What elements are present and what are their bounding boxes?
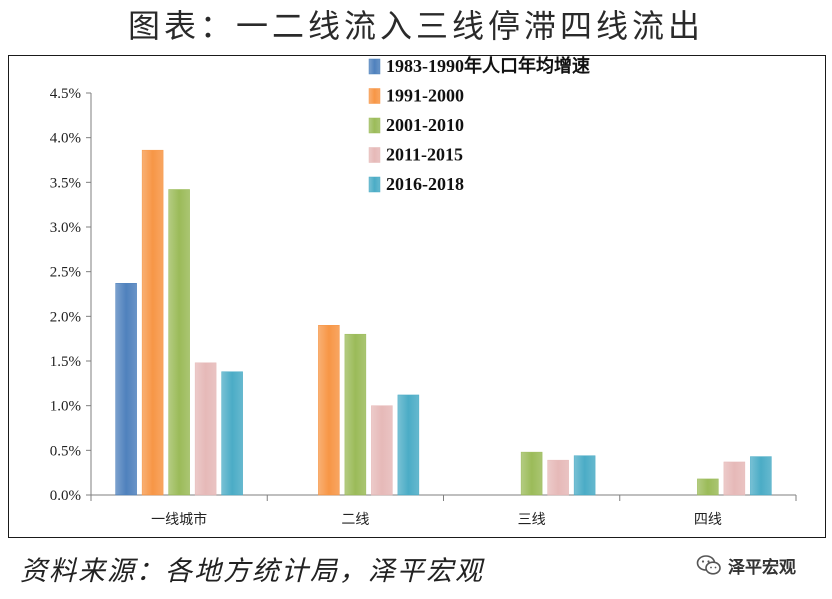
bar <box>573 455 596 496</box>
bar <box>547 459 569 496</box>
bar <box>318 325 340 496</box>
bar <box>697 478 719 496</box>
chart-frame <box>8 55 826 538</box>
x-tick-label: 二线 <box>341 512 369 528</box>
x-tick-label: 一线城市 <box>151 511 207 528</box>
y-tick-label: 0.5% <box>50 443 81 459</box>
bar <box>115 283 137 496</box>
bar <box>141 149 164 496</box>
legend-label: 1991-2000 <box>386 86 464 106</box>
legend-swatch <box>368 88 381 104</box>
x-tick-label: 三线 <box>518 512 546 528</box>
bar <box>750 456 772 496</box>
y-tick-label: 0.0% <box>50 488 81 504</box>
brand: 泽平宏观 <box>696 552 796 578</box>
bars <box>115 149 772 496</box>
bar <box>221 371 243 496</box>
legend-swatch <box>368 117 381 134</box>
wechat-icon <box>696 555 721 575</box>
y-tick-label: 1.5% <box>50 354 81 370</box>
bar <box>520 451 543 496</box>
axes: 0.0% 0.5% 1.0% 1.5% 2.0% 2.5% 3.0% 3.5% 4.0% 4.5%… <box>50 86 797 528</box>
y-tick-label: 4.5% <box>50 86 81 102</box>
legend-label: 2016-2018 <box>386 174 464 194</box>
legend-swatch <box>368 58 381 75</box>
x-tick-label: 四线 <box>694 512 722 528</box>
bar <box>194 362 217 496</box>
y-tick-label: 3.5% <box>50 175 81 191</box>
legend: 1983-1990年人口年均增速 1991-2000 2001-2010 2011-2… <box>368 55 590 194</box>
y-tick-label: 2.5% <box>50 265 81 281</box>
chart-title: 图表：一二线流入三线停滞四线流出 <box>127 7 704 45</box>
source-note: 资料来源：各地方统计局，泽平宏观 <box>20 556 484 587</box>
legend-swatch <box>368 176 381 193</box>
legend-label: 2011-2015 <box>386 145 463 165</box>
bar <box>168 189 190 496</box>
y-tick-label: 3.0% <box>50 220 81 236</box>
bar <box>723 461 746 496</box>
legend-label: 1983-1990年人口年均增速 <box>386 55 590 76</box>
bar <box>371 405 393 496</box>
bar <box>344 333 367 496</box>
bar <box>397 394 420 496</box>
y-tick-label: 1.0% <box>50 399 81 415</box>
legend-swatch <box>368 147 381 163</box>
brand-name: 泽平宏观 <box>728 557 796 578</box>
y-tick-label: 4.0% <box>50 131 81 147</box>
legend-label: 2001-2010 <box>386 115 464 135</box>
y-tick-label: 2.0% <box>50 309 81 325</box>
